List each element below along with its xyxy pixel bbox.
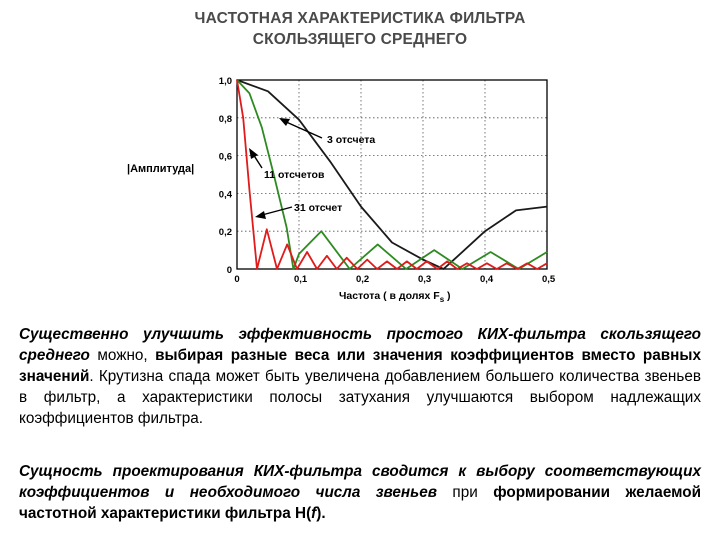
arrow-3-taps	[283, 120, 323, 139]
frequency-response-chart: 0 0,2 0,4 0,6 0,8 1,0 0 0,1 0,2 0,3 0,4 0,5 3 отсч…	[127, 76, 556, 304]
y-axis-label: |Амплитуда|	[127, 163, 194, 175]
y-tick-labels: 0 0,2 0,4 0,6 0,8 1,0	[219, 76, 233, 276]
y-tick-label: 0,8	[219, 114, 232, 125]
arrow-3-taps-head	[279, 118, 290, 126]
annotations: 3 отсчета 11 отсчетов 31 отсчет	[249, 118, 375, 219]
series-line-11-taps	[236, 79, 548, 270]
x-tick-labels: 0 0,1 0,2 0,3 0,4 0,5	[234, 274, 556, 285]
series-lines	[236, 79, 548, 270]
arrow-31-taps-head	[255, 211, 266, 219]
x-tick-label: 0	[234, 274, 239, 285]
title-line-2: СКОЛЬЗЯЩЕГО СРЕДНЕГО	[252, 31, 468, 48]
x-tick-label: 0,1	[294, 274, 308, 285]
page-title: ЧАСТОТНАЯ ХАРАКТЕРИСТИКА ФИЛЬТРА СКОЛЬЗЯ…	[0, 8, 720, 50]
x-tick-label: 0,2	[356, 274, 369, 285]
title-line-1: ЧАСТОТНАЯ ХАРАКТЕРИСТИКА ФИЛЬТРА	[194, 10, 526, 27]
x-tick-label: 0,3	[418, 274, 431, 285]
series-line-3-taps	[236, 79, 548, 270]
y-tick-label: 0,4	[219, 189, 233, 200]
series-line-31-taps	[236, 79, 548, 270]
y-tick-label: 0,6	[219, 152, 232, 163]
y-tick-label: 1,0	[219, 76, 232, 87]
y-tick-label: 0,2	[219, 227, 232, 238]
arrow-31-taps	[261, 206, 293, 216]
y-tick-label: 0	[227, 265, 232, 276]
paragraph-fir-improvement: Существенно улучшить эффективность прост…	[19, 326, 701, 427]
arrow-11-taps-head	[249, 148, 258, 159]
x-tick-label: 0,5	[542, 274, 556, 285]
x-axis-label: Частота ( в долях Fs )	[339, 290, 451, 304]
plot-frame	[236, 79, 548, 270]
annotation-11-taps: 11 отсчетов	[264, 169, 325, 181]
x-tick-label: 0,4	[480, 274, 494, 285]
annotation-31-taps: 31 отсчет	[294, 202, 342, 214]
annotation-3-taps: 3 отсчета	[327, 134, 375, 146]
paragraph-fir-design: Сущность проектирования КИХ-фильтра свод…	[19, 463, 701, 522]
